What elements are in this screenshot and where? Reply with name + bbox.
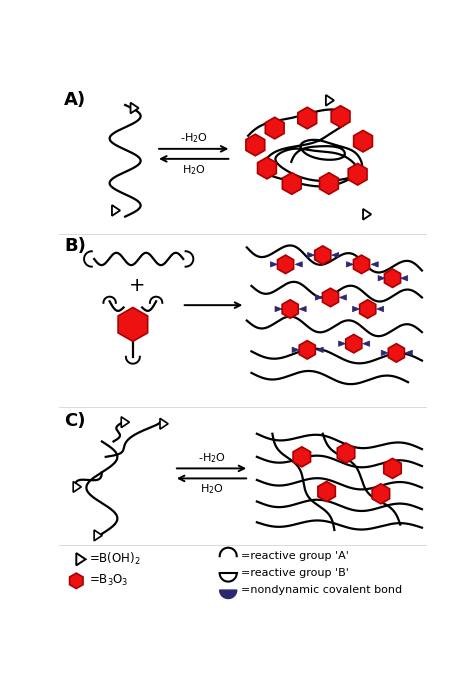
Polygon shape — [257, 157, 276, 179]
Polygon shape — [363, 209, 371, 220]
Polygon shape — [73, 482, 82, 492]
Polygon shape — [354, 131, 373, 152]
Polygon shape — [346, 261, 353, 267]
Polygon shape — [338, 341, 346, 346]
Text: B): B) — [64, 238, 86, 255]
Polygon shape — [371, 261, 378, 267]
Text: =reactive group 'A': =reactive group 'A' — [241, 551, 348, 561]
Polygon shape — [346, 334, 362, 353]
Text: -H$_2$O: -H$_2$O — [198, 451, 226, 464]
Text: +: + — [128, 277, 145, 295]
Polygon shape — [339, 295, 346, 300]
Text: =reactive group 'B': =reactive group 'B' — [241, 568, 348, 578]
Polygon shape — [360, 300, 376, 318]
Polygon shape — [384, 459, 401, 478]
Polygon shape — [363, 341, 370, 346]
Polygon shape — [315, 295, 322, 300]
Polygon shape — [282, 300, 298, 318]
Text: C): C) — [64, 412, 85, 430]
Polygon shape — [384, 269, 401, 288]
Polygon shape — [270, 261, 277, 267]
Polygon shape — [377, 306, 383, 311]
Polygon shape — [246, 134, 264, 156]
Polygon shape — [121, 417, 129, 427]
Text: =B(OH)$_2$: =B(OH)$_2$ — [89, 551, 140, 567]
Polygon shape — [275, 306, 282, 311]
Polygon shape — [295, 261, 302, 267]
Polygon shape — [337, 443, 355, 463]
Polygon shape — [160, 418, 168, 429]
Polygon shape — [94, 530, 102, 541]
Polygon shape — [331, 106, 350, 127]
Polygon shape — [319, 173, 338, 195]
Polygon shape — [372, 484, 390, 504]
Polygon shape — [354, 255, 370, 274]
Polygon shape — [118, 307, 147, 341]
Polygon shape — [332, 252, 339, 258]
Polygon shape — [388, 343, 404, 362]
Polygon shape — [308, 252, 315, 258]
Text: =B$_3$O$_3$: =B$_3$O$_3$ — [89, 573, 128, 589]
Polygon shape — [316, 347, 323, 352]
Polygon shape — [219, 590, 237, 598]
Polygon shape — [292, 347, 299, 352]
Polygon shape — [381, 350, 388, 356]
Polygon shape — [70, 573, 83, 589]
Polygon shape — [277, 255, 293, 274]
Polygon shape — [348, 163, 367, 185]
Text: A): A) — [64, 91, 86, 109]
Polygon shape — [405, 350, 412, 356]
Polygon shape — [293, 447, 310, 467]
Polygon shape — [326, 95, 334, 106]
Polygon shape — [353, 306, 360, 311]
Text: -H$_2$O: -H$_2$O — [180, 131, 208, 145]
Polygon shape — [265, 117, 284, 139]
Polygon shape — [315, 246, 331, 264]
Polygon shape — [112, 205, 120, 216]
Polygon shape — [378, 275, 385, 281]
Polygon shape — [298, 107, 317, 129]
Polygon shape — [318, 482, 335, 502]
Polygon shape — [130, 103, 139, 113]
Polygon shape — [76, 553, 86, 566]
Text: H$_2$O: H$_2$O — [200, 482, 223, 496]
Polygon shape — [299, 306, 306, 311]
Polygon shape — [299, 341, 315, 359]
Polygon shape — [283, 173, 301, 195]
Text: =nondynamic covalent bond: =nondynamic covalent bond — [241, 585, 402, 595]
Polygon shape — [322, 288, 338, 306]
Polygon shape — [401, 275, 408, 281]
Text: H$_2$O: H$_2$O — [182, 163, 206, 177]
